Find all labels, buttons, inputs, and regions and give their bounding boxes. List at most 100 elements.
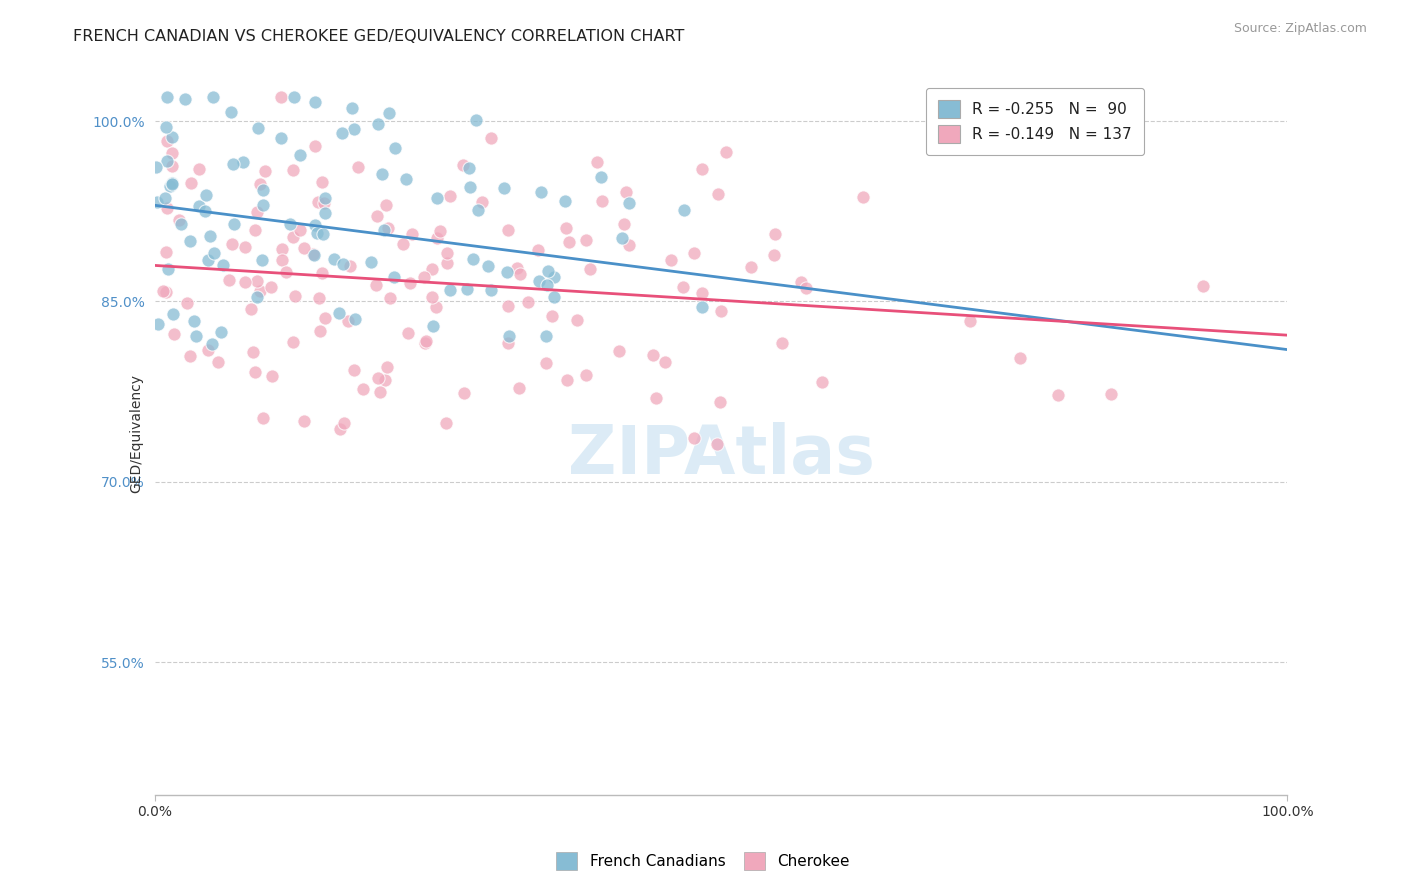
Legend: R = -0.255   N =  90, R = -0.149   N = 137: R = -0.255 N = 90, R = -0.149 N = 137 [927, 87, 1144, 155]
Point [420, 261, 443, 276]
Point [292, 414, 315, 428]
Point [332, 257, 354, 271]
Point [716, 145, 738, 159]
Point [250, 252, 273, 267]
Point [366, 278, 388, 293]
Point [579, 262, 602, 277]
Point [253, 164, 276, 178]
Point [412, 269, 434, 284]
Point [212, 258, 235, 272]
Point [240, 302, 263, 317]
Point [377, 360, 399, 375]
Point [160, 176, 183, 190]
Point [498, 329, 520, 343]
Point [246, 274, 269, 288]
Point [471, 194, 494, 209]
Point [252, 198, 274, 212]
Point [284, 289, 307, 303]
Point [176, 296, 198, 310]
Point [707, 186, 730, 201]
Point [811, 376, 834, 390]
Point [654, 355, 676, 369]
Point [344, 311, 367, 326]
Point [399, 276, 422, 290]
Point [304, 95, 326, 109]
Point [352, 382, 374, 396]
Point [270, 253, 292, 268]
Point [378, 106, 401, 120]
Point [495, 265, 517, 279]
Point [1047, 388, 1070, 402]
Point [496, 299, 519, 313]
Point [740, 260, 762, 275]
Point [333, 416, 356, 430]
Point [509, 268, 531, 282]
Point [323, 252, 346, 266]
Point [370, 385, 392, 400]
Point [156, 201, 179, 215]
Point [461, 252, 484, 267]
Point [262, 369, 284, 384]
Point [458, 180, 481, 194]
Point [162, 177, 184, 191]
Point [536, 277, 558, 292]
Point [371, 167, 394, 181]
Point [243, 223, 266, 237]
Point [426, 191, 449, 205]
Point [506, 260, 529, 275]
Point [170, 218, 193, 232]
Point [420, 290, 443, 304]
Point [330, 126, 353, 140]
Point [307, 194, 329, 209]
Point [155, 120, 177, 134]
Point [659, 253, 682, 268]
Point [156, 90, 179, 104]
Point [339, 259, 361, 273]
Point [167, 213, 190, 227]
Point [477, 259, 499, 273]
Point [314, 205, 336, 219]
Point [494, 181, 516, 195]
Point [188, 199, 211, 213]
Point [690, 300, 713, 314]
Point [436, 246, 458, 260]
Point [645, 391, 668, 405]
Point [682, 431, 704, 445]
Point [179, 234, 201, 248]
Point [794, 281, 817, 295]
Point [249, 285, 271, 299]
Point [434, 416, 457, 430]
Point [312, 227, 335, 241]
Point [340, 102, 363, 116]
Point [314, 195, 336, 210]
Point [543, 270, 565, 285]
Point [156, 261, 179, 276]
Point [672, 203, 695, 218]
Point [187, 162, 209, 177]
Point [591, 194, 613, 209]
Point [311, 175, 333, 189]
Point [347, 160, 370, 174]
Point [541, 309, 564, 323]
Point [152, 284, 174, 298]
Point [305, 226, 328, 240]
Point [852, 189, 875, 203]
Point [242, 344, 264, 359]
Point [246, 290, 269, 304]
Point [328, 306, 350, 320]
Point [554, 194, 576, 208]
Point [156, 154, 179, 169]
Point [302, 247, 325, 261]
Point [612, 231, 634, 245]
Point [160, 130, 183, 145]
Point [672, 279, 695, 293]
Point [763, 227, 786, 241]
Point [281, 229, 304, 244]
Point [156, 134, 179, 148]
Point [589, 170, 612, 185]
Y-axis label: GED/Equivalency: GED/Equivalency [129, 375, 143, 493]
Point [496, 335, 519, 350]
Point [360, 255, 382, 269]
Point [425, 300, 447, 314]
Point [439, 283, 461, 297]
